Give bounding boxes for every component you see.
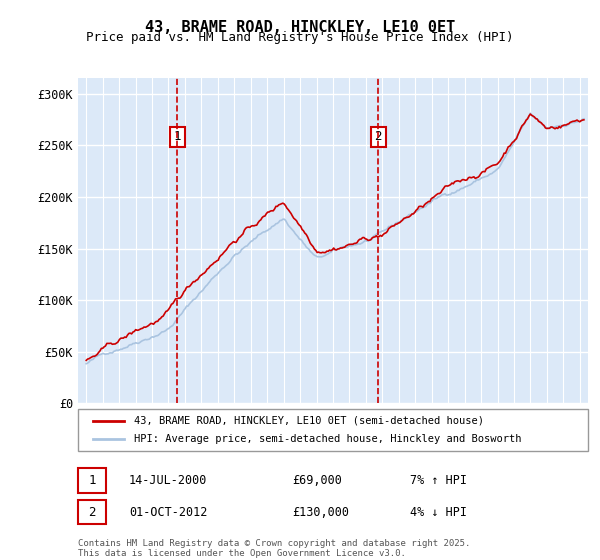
Text: Price paid vs. HM Land Registry's House Price Index (HPI): Price paid vs. HM Land Registry's House … <box>86 31 514 44</box>
FancyBboxPatch shape <box>78 500 106 524</box>
Text: HPI: Average price, semi-detached house, Hinckley and Bosworth: HPI: Average price, semi-detached house,… <box>134 434 521 444</box>
Text: 2: 2 <box>374 130 382 143</box>
Text: 14-JUL-2000: 14-JUL-2000 <box>129 474 208 487</box>
Text: 43, BRAME ROAD, HINCKLEY, LE10 0ET: 43, BRAME ROAD, HINCKLEY, LE10 0ET <box>145 20 455 35</box>
Text: 1: 1 <box>173 130 181 143</box>
Text: 43, BRAME ROAD, HINCKLEY, LE10 0ET (semi-detached house): 43, BRAME ROAD, HINCKLEY, LE10 0ET (semi… <box>134 416 484 426</box>
Text: 4% ↓ HPI: 4% ↓ HPI <box>409 506 467 519</box>
Text: £69,000: £69,000 <box>292 474 342 487</box>
Text: 1: 1 <box>88 474 95 487</box>
Text: 2: 2 <box>88 506 95 519</box>
Text: Contains HM Land Registry data © Crown copyright and database right 2025.: Contains HM Land Registry data © Crown c… <box>78 539 470 548</box>
FancyBboxPatch shape <box>78 468 106 493</box>
Text: 7% ↑ HPI: 7% ↑ HPI <box>409 474 467 487</box>
Text: £130,000: £130,000 <box>292 506 349 519</box>
Text: 01-OCT-2012: 01-OCT-2012 <box>129 506 208 519</box>
FancyBboxPatch shape <box>78 409 588 451</box>
Text: This data is licensed under the Open Government Licence v3.0.: This data is licensed under the Open Gov… <box>78 549 406 558</box>
